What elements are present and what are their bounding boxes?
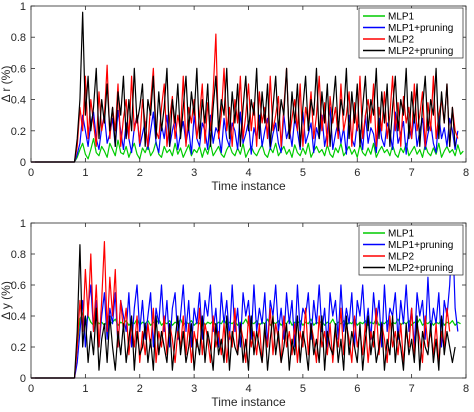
x-tick-label: 7 xyxy=(409,383,415,395)
chart-panel-1: 0 1 2 3 4 5 6 7 8 0 0.2 0.4 0.6 0.8 1 Time instance Δ r … xyxy=(0,1,469,193)
x-tick-label: 7 xyxy=(409,167,415,179)
x-tick-label: 8 xyxy=(463,167,469,179)
chart-panel-2: 0 1 2 3 4 5 6 7 8 0 0.2 0.4 0.6 0.8 1 Time instance Δ y … xyxy=(0,218,469,409)
y-axis-label: Δ r (%) xyxy=(0,66,13,103)
x-tick-label: 6 xyxy=(354,167,360,179)
legend-entry-label: MLP1+pruning xyxy=(388,23,453,34)
y-tick-label: 0.8 xyxy=(11,32,26,44)
series-line-4 xyxy=(31,244,456,379)
series-line-4 xyxy=(31,11,456,163)
y-tick-label: 1 xyxy=(20,218,26,230)
x-tick-label: 2 xyxy=(137,383,143,395)
x-tick-label: 0 xyxy=(28,383,34,395)
x-tick-label: 3 xyxy=(191,167,197,179)
x-tick-label: 4 xyxy=(245,383,251,395)
x-tick-label: 6 xyxy=(354,383,360,395)
legend-entry-label: MLP2+pruning xyxy=(388,46,453,57)
legend-entry-label: MLP2 xyxy=(388,35,415,46)
legend-entry-label: MLP1+pruning xyxy=(388,240,453,251)
x-tick-label: 0 xyxy=(28,167,34,179)
x-tick-label: 1 xyxy=(82,383,88,395)
x-tick-label: 5 xyxy=(300,383,306,395)
y-axis-label: Δ y (%) xyxy=(0,281,13,320)
legend-entry-label: MLP2 xyxy=(388,252,415,263)
series-line-2 xyxy=(31,225,459,379)
x-tick-label: 4 xyxy=(245,167,251,179)
legend-entry-label: MLP2+pruning xyxy=(388,263,453,274)
y-tick-label: 1 xyxy=(20,1,26,13)
y-tick-label: 0.6 xyxy=(11,63,26,75)
x-axis-label: Time instance xyxy=(211,395,286,409)
y-tick-label: 0 xyxy=(20,157,26,169)
y-tick-label: 0 xyxy=(20,373,26,385)
y-tick-label: 0.8 xyxy=(11,249,26,261)
x-axis-label: Time instance xyxy=(211,179,286,193)
legend-entry-label: MLP1 xyxy=(388,229,415,240)
x-tick-label: 3 xyxy=(191,383,197,395)
x-tick-label: 5 xyxy=(300,167,306,179)
y-tick-label: 0.6 xyxy=(11,280,26,292)
x-tick-label: 2 xyxy=(137,167,143,179)
series-line-1 xyxy=(31,138,464,163)
y-tick-label: 0.4 xyxy=(11,311,26,323)
x-tick-label: 1 xyxy=(82,167,88,179)
legend-entry-label: MLP1 xyxy=(388,12,415,23)
y-tick-label: 0.4 xyxy=(11,95,26,107)
y-tick-label: 0.2 xyxy=(11,126,26,138)
x-tick-label: 8 xyxy=(463,383,469,395)
y-tick-label: 0.2 xyxy=(11,342,26,354)
series-line-3 xyxy=(31,241,451,379)
